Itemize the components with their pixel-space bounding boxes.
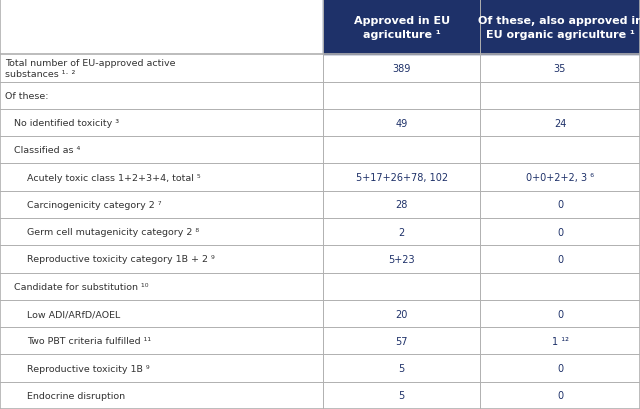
Text: 5: 5 xyxy=(399,391,404,400)
Text: 389: 389 xyxy=(392,64,411,74)
Text: Germ cell mutagenicity category 2 ⁸: Germ cell mutagenicity category 2 ⁸ xyxy=(27,228,199,236)
Text: 0+0+2+2, 3 ⁶: 0+0+2+2, 3 ⁶ xyxy=(526,173,594,183)
Text: 0: 0 xyxy=(557,227,563,237)
Bar xyxy=(323,0,480,55)
Text: No identified toxicity ³: No identified toxicity ³ xyxy=(14,119,119,128)
Text: Acutely toxic class 1+2+3+4, total ⁵: Acutely toxic class 1+2+3+4, total ⁵ xyxy=(27,173,200,182)
Text: 0: 0 xyxy=(557,363,563,373)
Text: 24: 24 xyxy=(554,118,566,128)
Bar xyxy=(480,0,640,55)
Text: Candidate for substitution ¹⁰: Candidate for substitution ¹⁰ xyxy=(14,282,148,291)
Text: 5: 5 xyxy=(399,363,404,373)
Text: 57: 57 xyxy=(396,336,408,346)
Text: 20: 20 xyxy=(396,309,408,319)
Text: 49: 49 xyxy=(396,118,408,128)
Text: 1 ¹²: 1 ¹² xyxy=(552,336,568,346)
Text: Endocrine disruption: Endocrine disruption xyxy=(27,391,125,400)
Text: 2: 2 xyxy=(399,227,404,237)
Text: Classified as ⁴: Classified as ⁴ xyxy=(14,146,81,155)
Text: 5+17+26+78, 102: 5+17+26+78, 102 xyxy=(356,173,447,183)
Text: 0: 0 xyxy=(557,254,563,264)
Text: Of these:: Of these: xyxy=(5,92,49,101)
Text: 35: 35 xyxy=(554,64,566,74)
Text: 0: 0 xyxy=(557,391,563,400)
Text: Low ADI/ARfD/AOEL: Low ADI/ARfD/AOEL xyxy=(27,309,120,318)
Text: 0: 0 xyxy=(557,200,563,210)
Text: Two PBT criteria fulfilled ¹¹: Two PBT criteria fulfilled ¹¹ xyxy=(27,337,151,346)
Text: Reproductive toxicity category 1B + 2 ⁹: Reproductive toxicity category 1B + 2 ⁹ xyxy=(27,255,214,264)
Text: Of these, also approved in
EU organic agriculture ¹: Of these, also approved in EU organic ag… xyxy=(477,16,640,40)
Text: Reproductive toxicity 1B ⁹: Reproductive toxicity 1B ⁹ xyxy=(27,364,150,373)
Text: Carcinogenicity category 2 ⁷: Carcinogenicity category 2 ⁷ xyxy=(27,200,161,209)
Text: Approved in EU
agriculture ¹: Approved in EU agriculture ¹ xyxy=(353,16,450,40)
Text: 0: 0 xyxy=(557,309,563,319)
Text: 5+23: 5+23 xyxy=(388,254,415,264)
Text: 28: 28 xyxy=(396,200,408,210)
Text: Total number of EU-approved active
substances ¹· ²: Total number of EU-approved active subst… xyxy=(5,58,175,79)
